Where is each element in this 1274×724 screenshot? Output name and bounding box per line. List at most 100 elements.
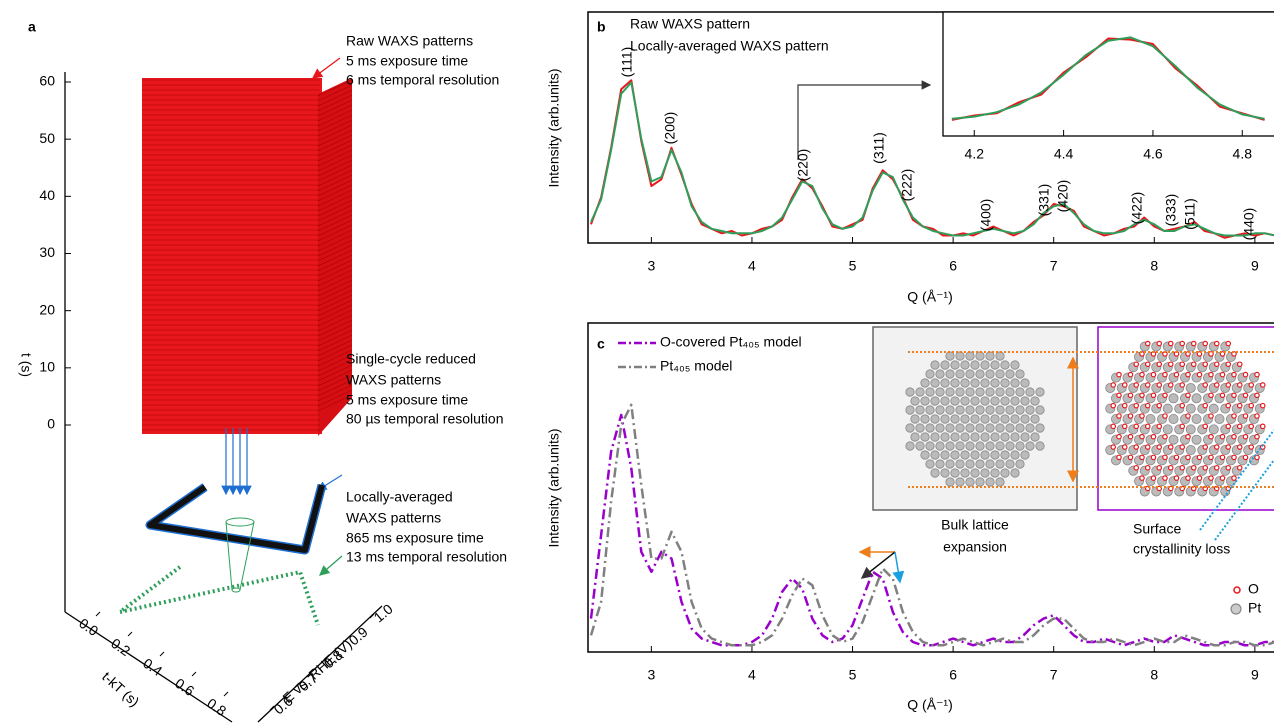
- atom: [925, 459, 935, 469]
- atom: [1121, 382, 1128, 388]
- pattern-line: [317, 379, 353, 397]
- atom: [935, 369, 945, 379]
- atom: [910, 432, 920, 442]
- atom: [1225, 340, 1232, 347]
- panel-label: c: [597, 336, 605, 352]
- atom: [1236, 464, 1243, 471]
- atom: [1005, 387, 1015, 397]
- atom: [1202, 444, 1209, 450]
- pattern-line: [317, 309, 353, 327]
- atom: [1231, 475, 1237, 481]
- atom: [1208, 433, 1214, 440]
- atom: [1254, 433, 1260, 440]
- atom: [1185, 382, 1196, 393]
- atom: [995, 405, 1005, 415]
- pattern-line: [317, 224, 353, 242]
- atom: [980, 450, 990, 460]
- atom: [990, 414, 1000, 424]
- peak-label: (200): [662, 112, 678, 145]
- atom: [950, 432, 960, 442]
- pattern-line: [317, 374, 353, 392]
- atom: [1162, 424, 1173, 435]
- atom: [1225, 361, 1232, 368]
- pattern-line: [317, 244, 353, 262]
- x-tick: [159, 651, 165, 657]
- atom: [955, 423, 965, 433]
- pattern-line: [317, 159, 353, 177]
- atom: [945, 459, 955, 469]
- atom: [1015, 459, 1025, 469]
- atom: [1213, 361, 1220, 368]
- atom: [930, 450, 940, 460]
- atom: [1248, 402, 1255, 409]
- peak-label: (111): [619, 47, 635, 78]
- atom: [905, 387, 915, 397]
- pattern-line: [317, 389, 353, 407]
- series-line: [590, 81, 1274, 237]
- atom: [1259, 423, 1266, 430]
- atom: [1236, 423, 1243, 430]
- atom: [1133, 423, 1140, 430]
- atom: [980, 378, 990, 388]
- atom: [1010, 378, 1020, 388]
- atom: [1020, 432, 1030, 442]
- atom: [940, 396, 950, 406]
- atom: [1208, 424, 1219, 435]
- atom: [1202, 423, 1209, 430]
- atom: [945, 405, 955, 415]
- annotation-title: Locally-averaged: [346, 489, 453, 505]
- atom: [1196, 454, 1203, 461]
- atom: [1144, 361, 1151, 368]
- atom: [945, 369, 955, 379]
- pattern-line: [317, 209, 353, 227]
- atom: [930, 414, 940, 424]
- atom: [1116, 392, 1122, 399]
- atom: [1231, 392, 1237, 399]
- atom: [1150, 371, 1157, 378]
- x-tick-label: 5: [849, 258, 857, 274]
- atom: [1015, 387, 1025, 397]
- atom: [1254, 454, 1260, 461]
- x-tick-label: 0.8: [204, 695, 229, 719]
- atom: [1242, 371, 1249, 378]
- series-line: [951, 36, 1265, 120]
- atom-legend: Pt: [1248, 600, 1261, 616]
- atom: [1254, 413, 1260, 419]
- atom: [920, 414, 930, 424]
- atom: [1116, 433, 1122, 440]
- pattern-line: [317, 134, 353, 152]
- atom: [970, 414, 980, 424]
- atom: [940, 414, 950, 424]
- pattern-line: [317, 329, 353, 347]
- atom: [1005, 441, 1015, 451]
- inset-frame: [942, 11, 1274, 137]
- x-tick-label: 3: [647, 667, 655, 683]
- atom: [1150, 433, 1157, 440]
- atom: [1248, 444, 1255, 450]
- atom: [960, 396, 970, 406]
- atom: [1150, 475, 1157, 481]
- atom: [920, 378, 930, 388]
- z-tick-label: 40: [39, 187, 55, 203]
- atom: [1010, 360, 1020, 370]
- atom: [1179, 464, 1186, 471]
- atom: [970, 468, 980, 478]
- pattern-line: [317, 184, 353, 202]
- atom: [930, 468, 940, 478]
- atom: [1191, 434, 1202, 445]
- atom: [1179, 361, 1186, 368]
- atom: [980, 360, 990, 370]
- atom: [1150, 392, 1157, 399]
- atom: [1173, 475, 1180, 481]
- atom: [1144, 382, 1151, 388]
- atom: [1156, 464, 1163, 471]
- atom: [1010, 468, 1020, 478]
- atom: [905, 441, 915, 451]
- atom: [1208, 371, 1214, 378]
- atom: [965, 459, 975, 469]
- atom: [960, 450, 970, 460]
- atom: [975, 423, 985, 433]
- atom: [1139, 475, 1145, 481]
- peak-label: (331): [1036, 184, 1052, 217]
- pattern-line: [317, 289, 353, 307]
